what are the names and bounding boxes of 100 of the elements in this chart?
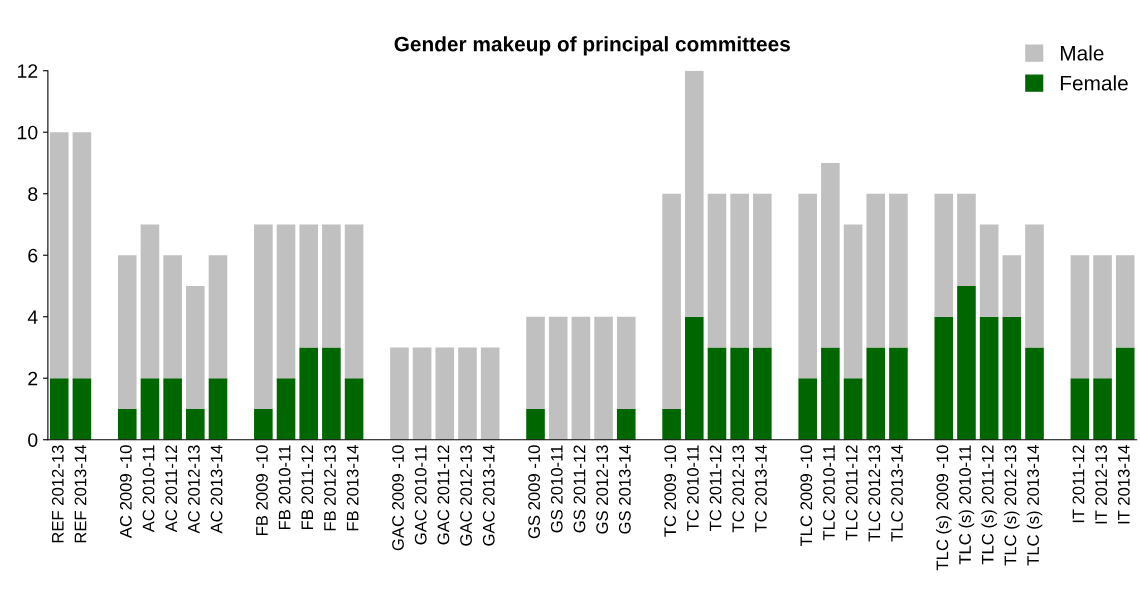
bar	[390, 347, 409, 440]
bar	[72, 378, 92, 440]
y-tick-label: 2	[28, 371, 38, 386]
x-tick-label: IT 2013-14	[1117, 445, 1130, 524]
x-tick-label: TC 2013-14	[755, 445, 767, 533]
bar	[866, 193, 886, 348]
bar	[276, 378, 296, 440]
bar	[730, 193, 749, 348]
bar	[571, 316, 591, 440]
x-tick-label: TC 2009 -10	[664, 445, 677, 537]
bar	[707, 347, 727, 440]
bar	[254, 224, 273, 409]
bar	[934, 316, 954, 440]
bar	[843, 378, 863, 440]
y-tick-label: 0	[28, 433, 38, 447]
x-tick-label: FB 2010-11	[278, 445, 291, 530]
bar	[140, 378, 160, 440]
x-tick-label: IT 2011-12	[1072, 445, 1085, 523]
bar	[163, 255, 182, 379]
x-tick-label: AC 2011-12	[165, 445, 178, 533]
x-tick-label: AC 2009 -10	[119, 445, 132, 539]
bar	[1070, 255, 1090, 379]
x-tick-label: TC 2011-12	[709, 445, 722, 531]
bar	[72, 132, 92, 379]
bar	[798, 193, 817, 379]
bar	[322, 347, 341, 440]
x-tick-label: TLC (s) 2011-12	[981, 445, 997, 565]
bar	[979, 316, 999, 440]
bar	[594, 316, 613, 440]
x-tick-label: AC 2013-14	[210, 445, 223, 534]
bar	[1093, 378, 1112, 440]
x-tick-label: FB 2009 -10	[256, 445, 268, 535]
bar	[753, 347, 772, 440]
x-tick-label: FB 2011-12	[301, 445, 314, 530]
bar	[1002, 255, 1022, 317]
bar	[480, 347, 500, 440]
x-tick-label: GS 2009 -10	[528, 445, 540, 539]
bar	[412, 347, 432, 440]
x-tick-label: GS 2013-14	[618, 445, 631, 534]
x-tick-label: GAC 2013-14	[482, 445, 495, 546]
bar	[254, 408, 273, 440]
x-tick-label: TLC (s) 2013-14	[1026, 445, 1043, 566]
x-tick-label: GS 2010-11	[550, 445, 563, 533]
x-tick-label: TLC 2010-11	[823, 445, 835, 541]
x-tick-label: GS 2011-12	[573, 445, 586, 533]
bar	[1070, 378, 1090, 440]
bar	[889, 193, 908, 348]
bar	[821, 347, 840, 440]
bar	[616, 316, 636, 409]
bar	[798, 378, 817, 440]
bar	[730, 347, 749, 440]
chart-title: Gender makeup of principal committees	[394, 36, 790, 56]
legend-label: Female	[1060, 75, 1128, 91]
x-tick-label: GAC 2009 -10	[392, 445, 404, 551]
x-tick-label: GAC 2011-12	[437, 445, 450, 545]
bar	[889, 347, 908, 440]
y-tick-label: 10	[18, 125, 38, 140]
x-tick-label: TLC 2012-13	[868, 445, 881, 542]
bar	[435, 347, 455, 440]
bar	[140, 224, 160, 379]
bar	[685, 316, 704, 440]
x-tick-label: TC 2010-11	[686, 445, 699, 531]
bar	[322, 224, 341, 348]
bar	[526, 408, 545, 440]
legend-label: Male	[1060, 45, 1104, 61]
bar	[163, 378, 182, 440]
x-tick-label: TLC (s) 2012-13	[1004, 445, 1020, 566]
bar	[662, 193, 681, 409]
bar	[1093, 255, 1112, 379]
bar	[866, 347, 886, 440]
bar	[458, 347, 477, 440]
bar	[1115, 255, 1135, 348]
bar	[1002, 316, 1022, 440]
bar	[934, 193, 954, 317]
bar	[753, 193, 772, 348]
y-tick-label: 8	[28, 187, 38, 201]
bar	[208, 378, 228, 440]
bar	[526, 316, 545, 409]
y-tick-label: 4	[27, 310, 38, 324]
bar	[49, 378, 69, 440]
bar	[117, 408, 137, 440]
y-tick-label: 6	[28, 248, 38, 263]
x-tick-label: GAC 2012-13	[460, 445, 472, 546]
bar	[843, 224, 863, 379]
bar	[957, 193, 976, 286]
bar	[821, 162, 840, 348]
x-tick-label: TLC 2009 -10	[800, 445, 813, 547]
bar	[49, 132, 69, 379]
x-tick-label: AC 2010-11	[142, 445, 155, 533]
bar	[186, 285, 205, 409]
bar	[685, 70, 704, 317]
x-tick-label: TC 2012-13	[732, 445, 745, 533]
bar	[548, 316, 568, 440]
bar	[1025, 347, 1044, 440]
bar	[208, 255, 228, 379]
x-tick-label: AC 2012-13	[187, 445, 200, 534]
x-tick-label: TLC 2011-12	[845, 445, 858, 541]
bar	[979, 224, 999, 317]
x-tick-label: GS 2012-13	[596, 445, 609, 534]
x-tick-label: FB 2012-13	[324, 445, 336, 531]
